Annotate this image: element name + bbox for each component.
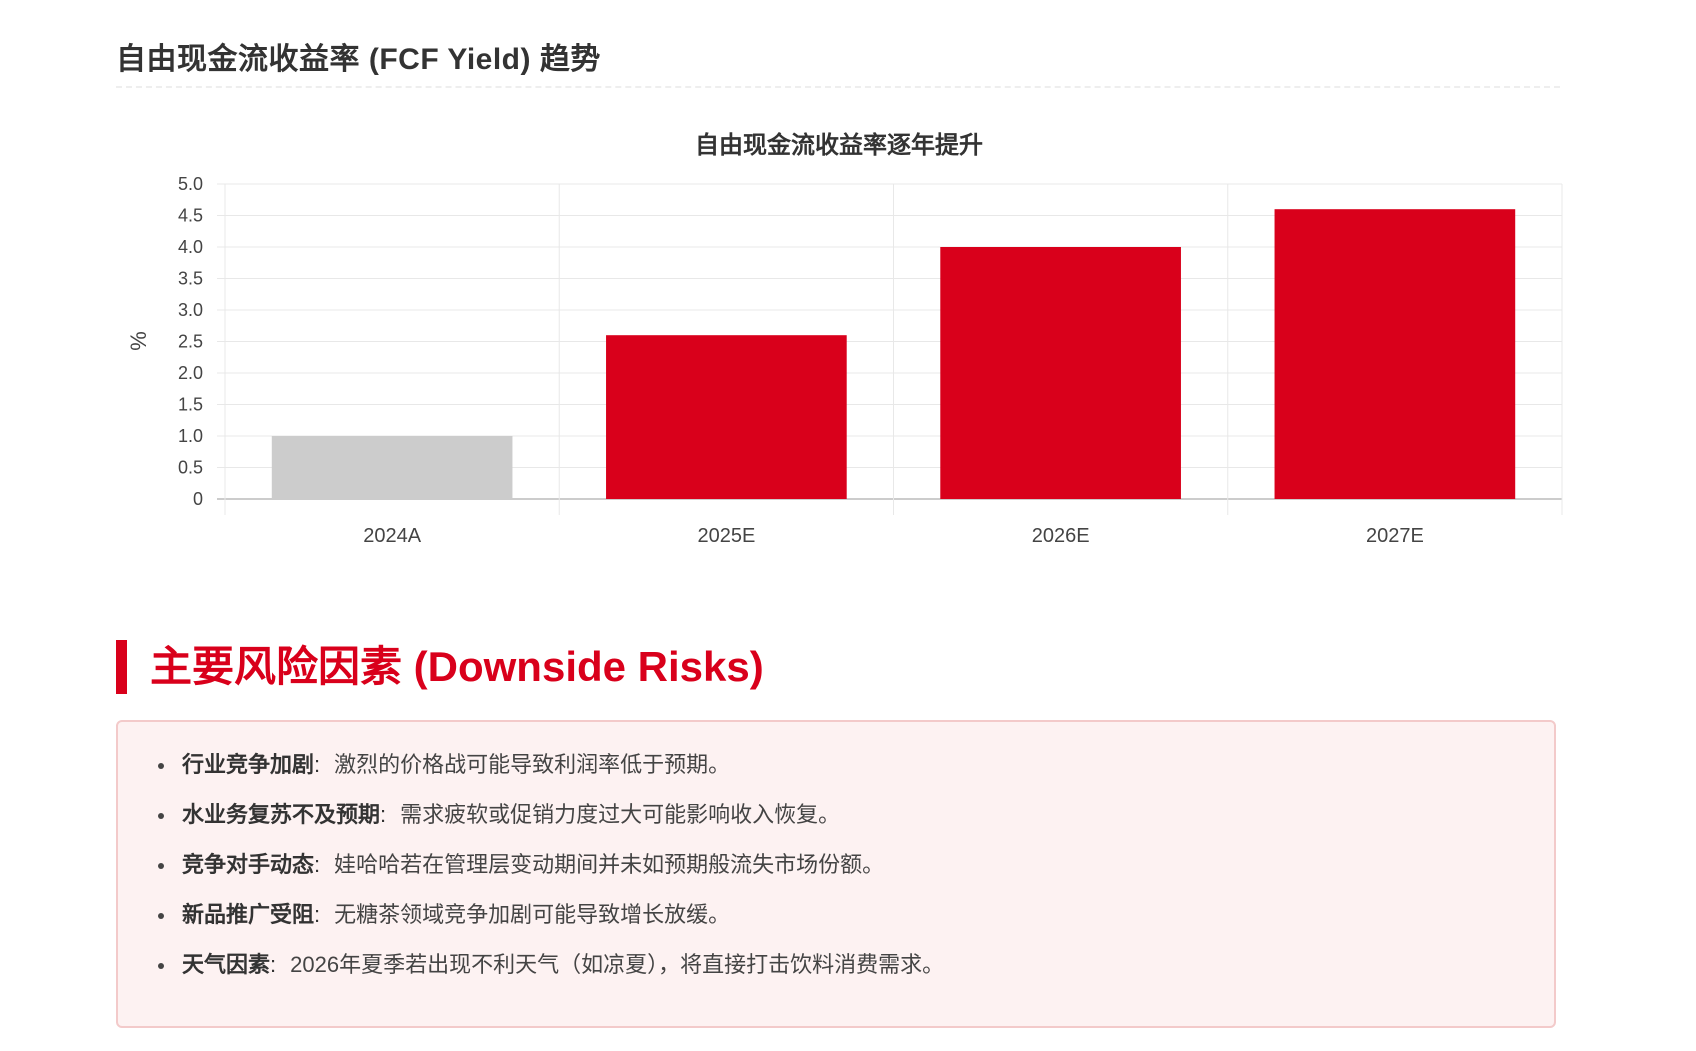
x-category-label: 2026E [1032,525,1090,547]
chart-title: 自由现金流收益率逐年提升 [695,131,983,159]
risk-separator: : [270,952,277,977]
risk-separator: : [314,852,321,877]
risk-label: 新品推广受阻 [182,902,315,927]
risks-heading: 主要风险因素 (Downside Risks) [116,640,764,694]
risk-text: 激烈的价格战可能导致利润率低于预期。 [334,752,731,777]
y-tick-label: 4.0 [178,237,203,257]
x-category-labels: 2024A 2025E 2026E 2027E [363,525,1424,547]
risk-text: 2026年夏季若出现不利天气（如凉夏），将直接打击饮料消费需求。 [290,952,945,977]
section-title: 自由现金流收益率 (FCF Yield) 趋势 [116,43,601,76]
y-tick-label: 0.5 [178,458,203,478]
risks-heading-accent-bar [116,640,127,694]
risk-text: 娃哈哈若在管理层变动期间并未如预期般流失市场份额。 [334,852,885,877]
risk-text: 无糖茶领域竞争加剧可能导致增长放缓。 [334,902,731,927]
risk-label: 竞争对手动态 [182,852,315,877]
x-category-label: 2024A [363,525,421,547]
section-divider [116,86,1560,88]
fcf-yield-bar-chart: 自由现金流收益率逐年提升 % 0 0.5 1.0 1.5 2.0 2.5 3.0 3.5 4.0… [126,131,1563,547]
risk-item: 新品推广受阻: 无糖茶领域竞争加剧可能导致增长放缓。 [152,890,1554,940]
risk-text: 需求疲软或促销力度过大可能影响收入恢复。 [400,802,841,827]
risk-item: 竞争对手动态: 娃哈哈若在管理层变动期间并未如预期般流失市场份额。 [152,840,1554,890]
x-category-label: 2027E [1366,525,1424,547]
y-tick-label: 2.5 [178,332,203,352]
bar-2024A [271,436,513,499]
risks-heading-text: 主要风险因素 (Downside Risks) [150,643,764,690]
y-tick-label: 0 [193,489,203,509]
risk-separator: : [380,802,387,827]
y-tick-label: 2.0 [178,363,203,383]
y-tick-label: 5.0 [178,174,203,194]
risk-item: 水业务复苏不及预期: 需求疲软或促销力度过大可能影响收入恢复。 [152,790,1554,840]
y-tick-label: 3.5 [178,269,203,289]
y-axis-title: % [126,331,151,351]
risks-list: 行业竞争加剧: 激烈的价格战可能导致利润率低于预期。 水业务复苏不及预期: 需求疲软… [118,722,1554,990]
x-category-label: 2025E [697,525,755,547]
bar-2025E [606,335,847,499]
risk-separator: : [314,752,321,777]
y-tick-label: 4.5 [178,206,203,226]
chart-bars [271,209,1516,499]
y-tick-labels: 0 0.5 1.0 1.5 2.0 2.5 3.0 3.5 4.0 4.5 5.0 [178,174,203,509]
y-tick-label: 3.0 [178,300,203,320]
risk-item: 天气因素: 2026年夏季若出现不利天气（如凉夏），将直接打击饮料消费需求。 [152,940,1554,990]
risks-panel: 行业竞争加剧: 激烈的价格战可能导致利润率低于预期。 水业务复苏不及预期: 需求疲软… [116,720,1556,1028]
risk-label: 水业务复苏不及预期 [182,802,381,827]
risk-separator: : [314,902,321,927]
bar-2027E [1274,209,1516,499]
y-tick-label: 1.5 [178,395,203,415]
risk-label: 行业竞争加剧 [182,752,315,777]
risk-item: 行业竞争加剧: 激烈的价格战可能导致利润率低于预期。 [152,740,1554,790]
bar-2026E [940,247,1181,499]
y-tick-label: 1.0 [178,426,203,446]
risk-label: 天气因素 [182,952,271,977]
